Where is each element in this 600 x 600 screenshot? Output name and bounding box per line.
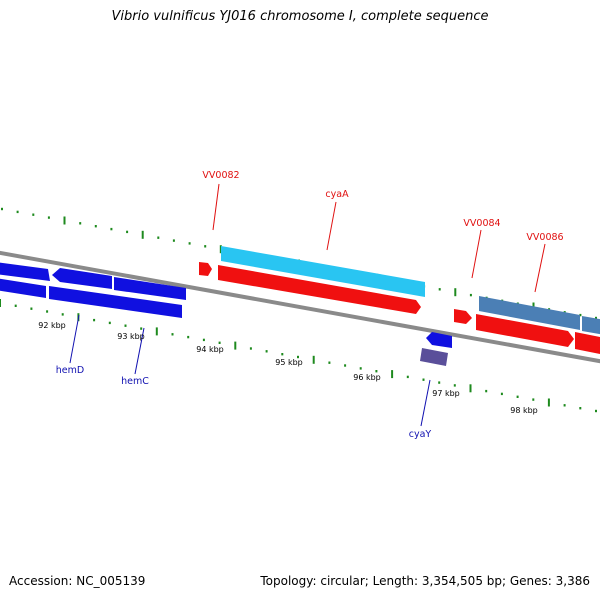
gene-arrow-steelblue[interactable]	[582, 316, 600, 335]
gene-label-cyaA[interactable]: cyaA	[325, 189, 349, 200]
label-leader-vv0082	[212, 183, 220, 231]
gene-arrow-blue[interactable]	[52, 268, 112, 289]
label-leader-vv0084	[471, 229, 482, 279]
scale-label-95kbp: 95 kbp	[275, 358, 303, 367]
gene-arrow-purple[interactable]	[420, 348, 448, 366]
gene-arrow-red[interactable]	[575, 332, 600, 355]
gene-cyaY-region[interactable]	[420, 332, 452, 366]
label-leader-cyaY	[420, 379, 431, 427]
gene-arrow-blue[interactable]	[0, 278, 46, 298]
scale-label-97kbp: 97 kbp	[432, 389, 460, 398]
gene-arrow-cyan[interactable]	[221, 246, 425, 297]
gene-arrow-red[interactable]	[218, 265, 421, 314]
label-leader-vv0086	[534, 243, 546, 293]
gene-arrow-red-small[interactable]	[454, 309, 472, 324]
inner-scale-ticks	[0, 299, 597, 413]
gene-label-vv0082[interactable]: VV0082	[202, 170, 239, 181]
gene-arrow-steelblue[interactable]	[479, 296, 580, 330]
label-leader-hemD	[69, 314, 80, 364]
gene-arrow-blue[interactable]	[0, 262, 50, 281]
scale-label-93kbp: 93 kbp	[117, 332, 145, 341]
footer-accession: Accession: NC_005139	[9, 574, 146, 588]
gene-label-vv0084[interactable]: VV0084	[463, 218, 500, 229]
page-title: Vibrio vulnificus YJ016 chromosome I, co…	[111, 9, 489, 24]
label-leader-hemC	[134, 327, 145, 375]
scale-label-92kbp: 92 kbp	[38, 321, 66, 330]
gene-arrow-blue[interactable]	[114, 277, 186, 300]
footer-summary: Topology: circular; Length: 3,354,505 bp…	[260, 574, 590, 588]
gene-label-hemD[interactable]: hemD	[56, 365, 84, 376]
gene-hemD-region[interactable]	[0, 262, 186, 318]
gene-vv0086-region[interactable]	[476, 296, 600, 355]
gene-label-hemC[interactable]: hemC	[121, 376, 149, 387]
label-leader-cyaA	[326, 201, 337, 251]
gene-label-cyaY[interactable]: cyaY	[409, 429, 432, 440]
gene-label-vv0086[interactable]: VV0086	[526, 232, 563, 243]
gene-arrow-red-small[interactable]	[199, 262, 212, 276]
gene-arrow-red[interactable]	[476, 314, 574, 347]
scale-label-96kbp: 96 kbp	[353, 373, 381, 382]
scale-label-98kbp: 98 kbp	[510, 406, 538, 415]
gene-arrow-blue-small[interactable]	[426, 332, 452, 348]
chromosome-backbone	[0, 250, 600, 364]
gene-vv0084-region[interactable]	[454, 309, 472, 324]
gene-vv0082-region[interactable]	[199, 262, 212, 276]
gene-cyaA-region[interactable]	[218, 246, 425, 314]
gene-arrow-blue[interactable]	[49, 286, 182, 318]
scale-label-94kbp: 94 kbp	[196, 345, 224, 354]
